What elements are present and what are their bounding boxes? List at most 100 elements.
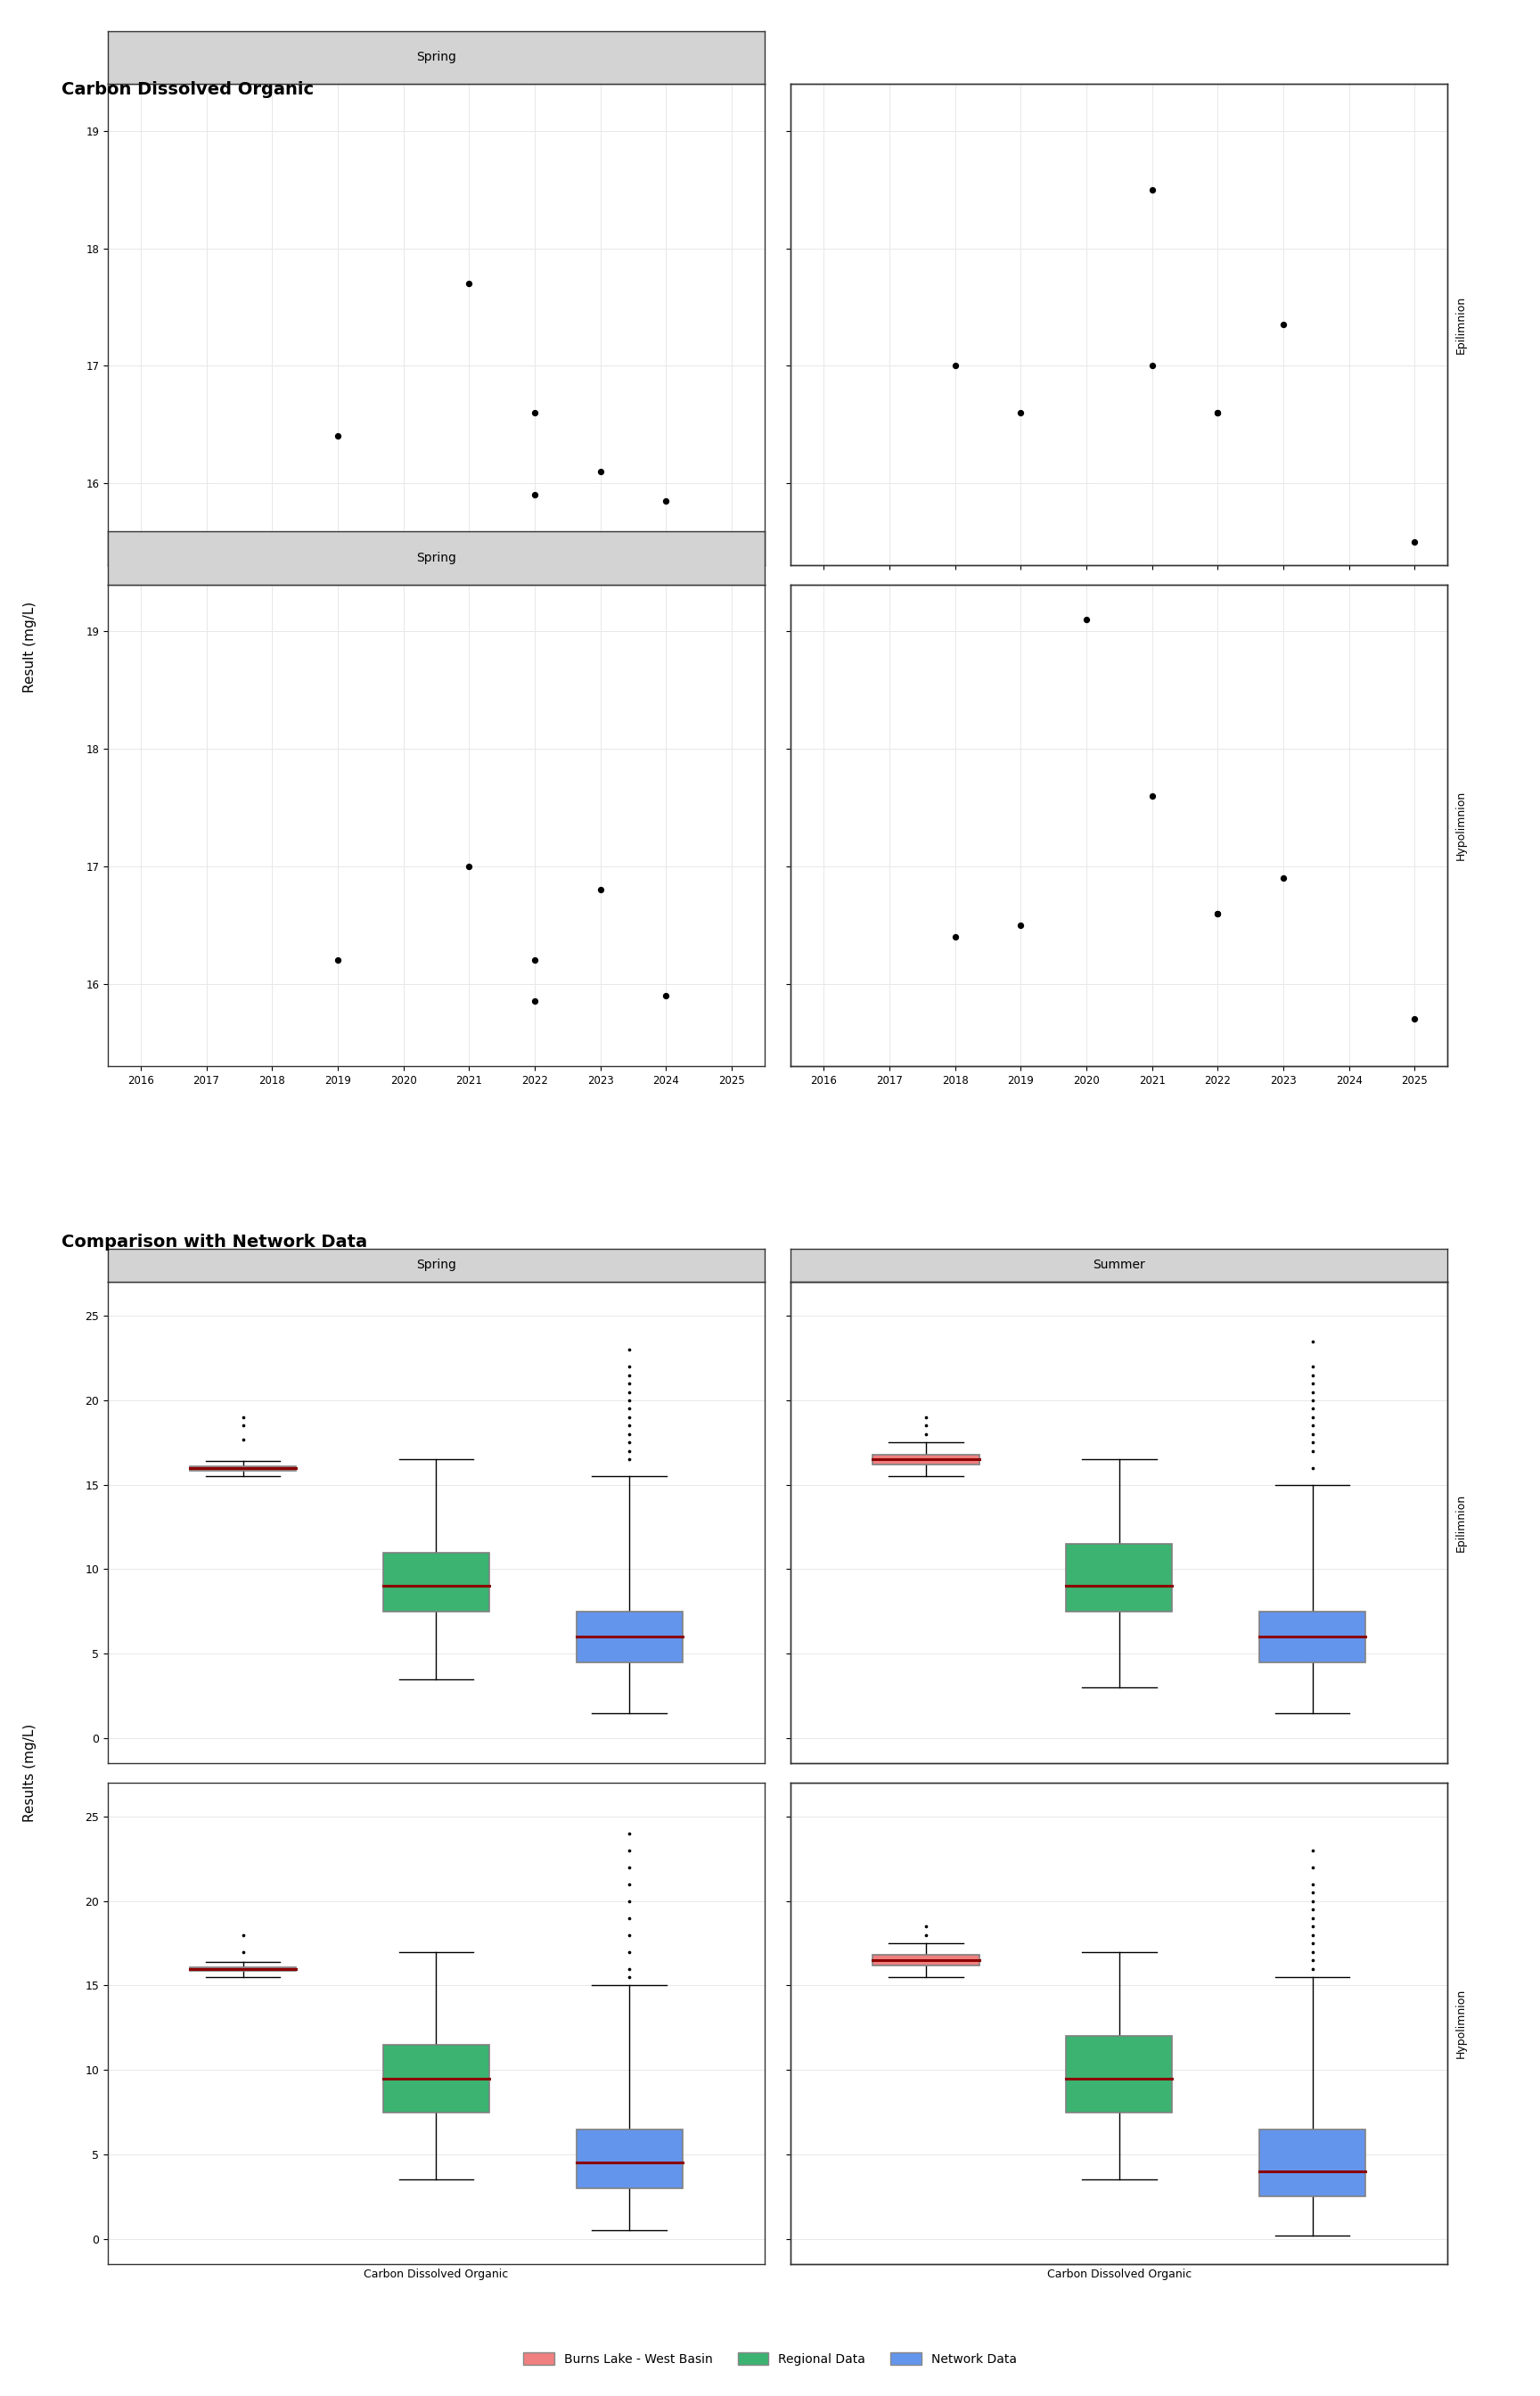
Point [1300,1917,1324,1955]
Point [618,1423,642,1462]
Text: Results (mg/L): Results (mg/L) [23,1723,37,1823]
Point [1300,1847,1324,1886]
Point [618,1881,642,1919]
Point [231,1917,256,1955]
Point [1073,601,1098,640]
Bar [189,1967,296,1972]
Text: Carbon Dissolved Organic: Carbon Dissolved Organic [62,81,314,98]
Bar [383,1553,490,1613]
Point [1140,776,1164,815]
Legend: Burns Lake - West Basin, Regional Data, Network Data: Burns Lake - West Basin, Regional Data, … [519,2348,1021,2370]
Point [1300,1898,1324,1936]
Point [913,1397,938,1435]
Point [1300,1390,1324,1428]
Point [618,1864,642,1902]
Point [618,1814,642,1852]
Point [618,1416,642,1454]
Point [457,264,482,302]
Point [1270,858,1295,896]
Point [618,1898,642,1936]
Point [618,1958,642,1996]
Text: Result (mg/L): Result (mg/L) [23,601,37,692]
Point [1300,1373,1324,1411]
Point [1009,393,1033,431]
Point [1300,1450,1324,1488]
Point [913,1917,938,1955]
Point [588,453,613,491]
Point [653,978,678,1016]
Point [1300,1907,1324,1946]
Bar [189,1466,296,1471]
Point [1300,1864,1324,1902]
Point [231,1406,256,1445]
Point [522,942,547,980]
Point [1300,1934,1324,1972]
Point [1206,894,1230,932]
Point [618,1406,642,1445]
Point [1300,1924,1324,1962]
Point [1140,347,1164,386]
Point [1300,1890,1324,1929]
Point [942,918,967,956]
Bar [1066,1543,1172,1613]
Point [522,982,547,1021]
Point [1206,393,1230,431]
Point [588,870,613,908]
Point [231,1934,256,1972]
Point [231,1421,256,1459]
Y-axis label: Epilimnion: Epilimnion [1455,1493,1466,1553]
Point [653,482,678,520]
Point [1206,894,1230,932]
Point [618,1380,642,1418]
Point [913,1907,938,1946]
Point [1300,1881,1324,1919]
Point [618,1847,642,1886]
Point [1300,1416,1324,1454]
Point [618,1373,642,1411]
Point [618,1950,642,1989]
Bar [1260,1613,1366,1663]
Point [618,1363,642,1402]
Point [325,417,350,455]
Point [942,347,967,386]
Point [1206,393,1230,431]
Bar [873,1955,979,1965]
Point [325,942,350,980]
Text: Comparison with Network Data: Comparison with Network Data [62,1234,368,1251]
Y-axis label: Hypolimnion: Hypolimnion [1455,1989,1466,2058]
Point [1300,1397,1324,1435]
Point [522,393,547,431]
Point [618,1330,642,1368]
Point [522,477,547,515]
Point [1300,1356,1324,1394]
Point [618,1917,642,1955]
Y-axis label: Epilimnion: Epilimnion [1455,295,1466,355]
Point [618,1831,642,1869]
Point [1300,1874,1324,1912]
Point [1300,1323,1324,1361]
Bar [576,1613,682,1663]
Bar [873,1454,979,1464]
Point [618,1347,642,1385]
Point [618,1440,642,1478]
Point [1403,522,1428,561]
Bar [1260,2130,1366,2197]
Y-axis label: Hypolimnion: Hypolimnion [1455,791,1466,860]
Point [1300,1831,1324,1869]
Point [231,1397,256,1435]
Point [1300,1347,1324,1385]
Point [1300,1406,1324,1445]
Point [1270,304,1295,343]
Point [618,1934,642,1972]
Bar [1066,2037,1172,2113]
Point [913,1416,938,1454]
Point [1140,170,1164,208]
Point [1300,1950,1324,1989]
Point [1300,1423,1324,1462]
Point [618,1433,642,1471]
Point [618,1390,642,1428]
Point [1403,999,1428,1037]
Point [1009,906,1033,944]
Point [1300,1380,1324,1418]
Point [457,848,482,887]
